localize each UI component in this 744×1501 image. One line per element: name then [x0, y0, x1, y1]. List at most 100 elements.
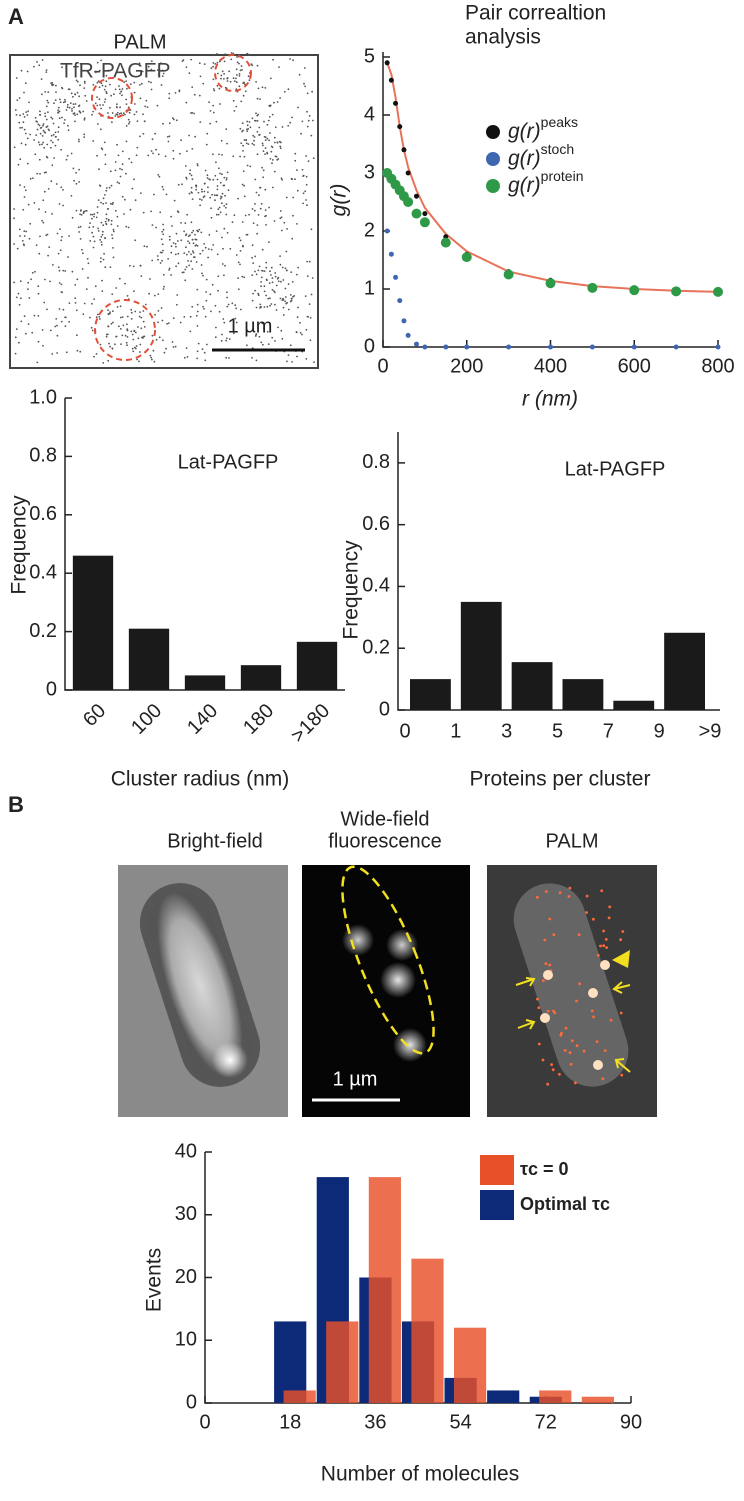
localization	[170, 215, 173, 218]
localization	[147, 154, 150, 157]
localization	[151, 138, 154, 141]
y-tick-label: 0.4	[29, 561, 57, 583]
localization	[180, 239, 183, 242]
localization	[104, 220, 107, 223]
localization	[74, 284, 77, 286]
localization	[232, 52, 235, 55]
localization	[259, 307, 261, 309]
localization	[225, 203, 228, 206]
localization	[175, 265, 178, 268]
localization	[107, 218, 110, 221]
point	[405, 332, 411, 338]
localization	[36, 172, 39, 175]
localization	[42, 123, 45, 125]
localization	[264, 215, 266, 218]
localization	[166, 136, 169, 138]
localization	[70, 194, 73, 197]
y-tick-label: 0.4	[362, 575, 390, 597]
localization	[183, 316, 186, 318]
localization	[183, 230, 186, 233]
localization	[183, 356, 186, 359]
localization	[99, 69, 101, 72]
localization	[128, 157, 131, 160]
localization	[271, 277, 274, 279]
localization	[33, 202, 36, 204]
axis-line	[382, 52, 718, 348]
localization	[57, 138, 60, 141]
localization	[185, 246, 187, 249]
legend-sup: stoch	[541, 141, 574, 157]
localization	[109, 311, 111, 313]
localization	[279, 97, 281, 99]
localization	[183, 252, 186, 255]
localization	[306, 92, 309, 95]
localization	[75, 79, 78, 82]
localization	[241, 275, 244, 278]
localization	[211, 193, 214, 196]
localization	[119, 175, 122, 178]
localization	[83, 117, 86, 120]
point	[503, 269, 514, 280]
localization	[261, 166, 263, 169]
localization	[13, 208, 16, 210]
localization	[210, 216, 213, 219]
localization	[216, 61, 219, 64]
localization	[160, 238, 163, 241]
localization	[51, 213, 53, 215]
localization	[84, 94, 87, 97]
localization	[101, 230, 104, 233]
localization	[244, 90, 247, 93]
localization	[246, 124, 249, 127]
localization	[105, 217, 108, 220]
localization	[289, 58, 291, 60]
localization	[152, 349, 155, 352]
localization	[305, 155, 307, 157]
localization	[162, 223, 165, 226]
localization	[26, 137, 29, 140]
localization	[181, 60, 184, 62]
localization	[58, 269, 61, 272]
localization	[163, 285, 165, 288]
localization	[39, 127, 42, 129]
localization	[269, 297, 271, 300]
localization	[236, 56, 238, 58]
localization	[191, 231, 193, 234]
localization	[104, 98, 107, 101]
localization	[558, 891, 562, 895]
localization	[189, 234, 191, 237]
localization	[105, 80, 108, 83]
localization	[207, 186, 209, 189]
y-tick-label: 0.8	[362, 451, 390, 473]
localization	[22, 121, 25, 124]
localization	[223, 321, 226, 324]
localization	[78, 168, 80, 171]
localization	[279, 145, 282, 148]
localization	[217, 72, 219, 75]
localization	[35, 120, 38, 123]
localization	[110, 219, 113, 222]
localization	[23, 91, 25, 94]
localization	[191, 86, 194, 88]
localization	[176, 294, 179, 296]
localization	[75, 309, 78, 312]
localization	[125, 341, 128, 344]
localization	[145, 99, 148, 102]
x-tick-label: 54	[449, 1411, 471, 1433]
localization	[110, 322, 113, 325]
bar	[453, 1327, 487, 1403]
localization	[158, 336, 161, 339]
localization	[79, 225, 82, 228]
localization	[162, 228, 165, 231]
localization	[268, 116, 271, 118]
localization	[260, 281, 262, 283]
localization	[95, 216, 98, 219]
localization	[62, 189, 64, 191]
localization	[76, 91, 79, 94]
localization	[262, 169, 265, 172]
localization	[200, 199, 203, 201]
localization	[246, 120, 249, 123]
localization	[299, 321, 301, 324]
localization	[44, 131, 47, 134]
localization	[259, 186, 262, 189]
localization	[568, 1051, 572, 1055]
